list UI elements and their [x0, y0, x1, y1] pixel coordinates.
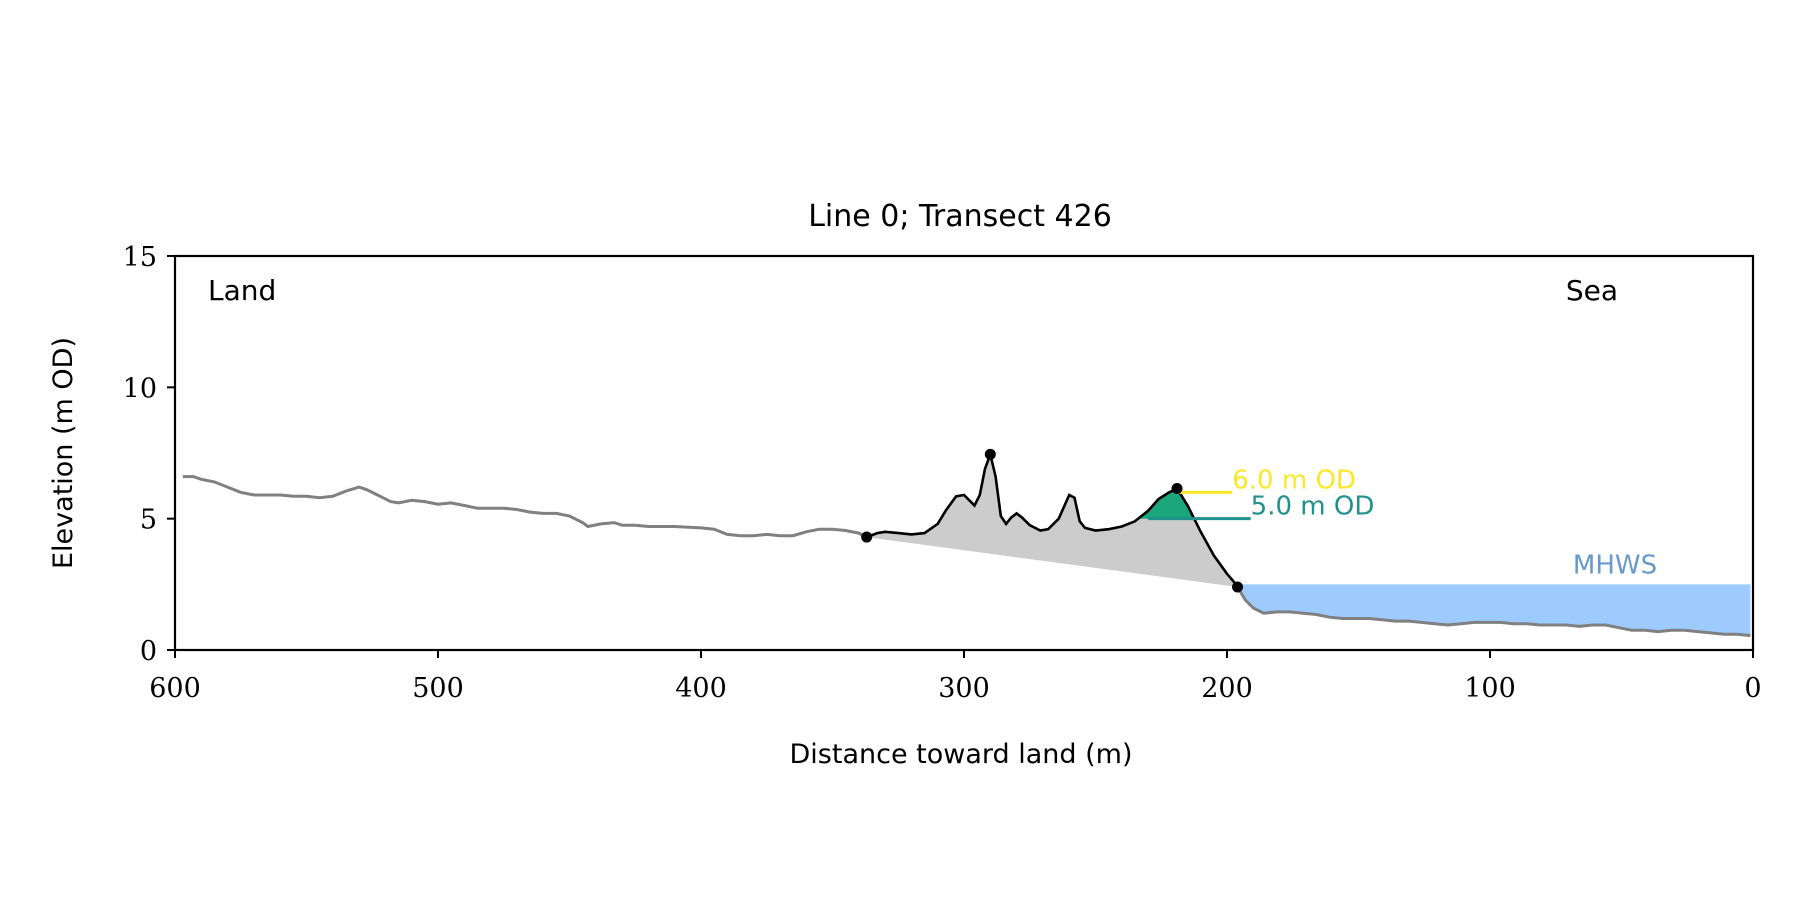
- x-tick-label-500: 500: [412, 673, 464, 704]
- land-label: Land: [208, 274, 276, 307]
- seaward-profile-line: [1236, 586, 1751, 638]
- y-tick-label-0: 0: [140, 636, 157, 667]
- x-tick-label-200: 200: [1201, 673, 1253, 704]
- mhws-label: MHWS: [1573, 550, 1657, 580]
- y-tick-label-15: 15: [123, 242, 157, 273]
- x-axis-label: Distance toward land (m): [790, 739, 1133, 770]
- above-5m-fill: [1138, 488, 1195, 519]
- dune-marker-3: [1232, 581, 1244, 593]
- dune-marker-0: [861, 531, 873, 543]
- axis-ticks: 600 500 400 300 200 100 0 0 5 10 15: [123, 242, 1762, 704]
- chart-title: Line 0; Transect 426: [808, 199, 1112, 234]
- landward-profile-line: [182, 475, 868, 539]
- y-tick-label-5: 5: [140, 505, 157, 536]
- dune-profile-line: [866, 449, 1239, 588]
- x-tick-label-600: 600: [149, 673, 201, 704]
- dune-volume-fill: [866, 454, 1238, 587]
- dune-marker-1: [984, 448, 996, 460]
- mhws-water-fill: [1237, 584, 1751, 636]
- level-5m-label: 5.0 m OD: [1251, 492, 1375, 522]
- x-tick-label-300: 300: [938, 673, 990, 704]
- y-tick-label-10: 10: [123, 373, 157, 404]
- x-tick-label-100: 100: [1464, 673, 1516, 704]
- x-tick-label-0: 0: [1744, 673, 1761, 704]
- sea-label: Sea: [1566, 274, 1618, 307]
- plot-area: 6.0 m OD5.0 m OD MHWS: [182, 448, 1751, 638]
- dune-marker-2: [1171, 482, 1183, 494]
- y-axis-label: Elevation (m OD): [48, 337, 79, 569]
- level-6m-label: 6.0 m OD: [1232, 465, 1356, 495]
- x-tick-label-400: 400: [675, 673, 727, 704]
